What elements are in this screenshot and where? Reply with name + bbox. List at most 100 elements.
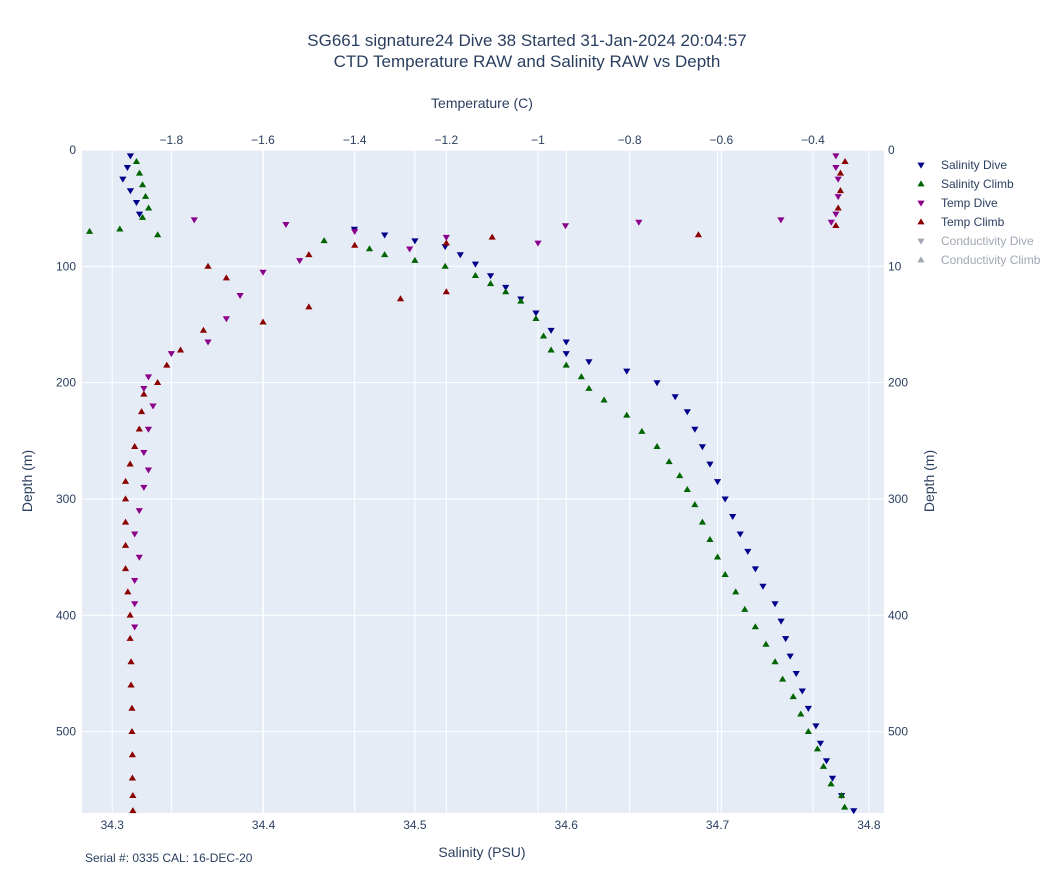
marker-temp-climb [121, 477, 130, 484]
marker-temp-dive [635, 219, 643, 226]
marker-salinity-dive [759, 583, 767, 590]
marker-temp-climb [305, 303, 313, 310]
marker-temp-climb [442, 239, 450, 246]
marker-salinity-climb [471, 272, 480, 279]
marker-salinity-dive [729, 513, 737, 520]
marker-temp-climb [396, 295, 405, 302]
marker-salinity-climb [132, 158, 141, 165]
marker-temp-dive [561, 223, 570, 230]
marker-salinity-climb [381, 251, 389, 258]
marker-temp-climb [135, 425, 143, 432]
marker-temp-climb [222, 274, 230, 281]
legend-label: Temp Dive [941, 196, 998, 210]
marker-temp-climb [442, 288, 450, 295]
marker-salinity-climb [713, 553, 722, 560]
marker-temp-dive [167, 351, 175, 358]
marker-temp-dive [140, 386, 148, 393]
marker-salinity-climb [502, 288, 510, 295]
marker-salinity-climb [539, 332, 548, 339]
marker-salinity-climb [585, 384, 593, 391]
marker-salinity-climb [154, 231, 162, 238]
marker-salinity-climb [116, 225, 124, 232]
marker-salinity-dive [456, 252, 464, 259]
marker-salinity-dive [381, 232, 389, 239]
marker-salinity-climb [804, 727, 812, 734]
marker-salinity-dive [777, 618, 785, 625]
tick-label-temperature: −1.2 [434, 133, 458, 147]
marker-salinity-dive [562, 351, 570, 358]
legend-item-temp-dive[interactable]: Temp Dive [917, 196, 998, 210]
marker-salinity-dive [132, 199, 141, 206]
tick-label-salinity: 34.5 [403, 818, 427, 832]
marker-salinity-dive [822, 758, 831, 765]
tick-label-depth-right: 500 [888, 725, 908, 739]
marker-salinity-climb [691, 501, 699, 508]
tick-label-temperature: −0.8 [618, 133, 642, 147]
marker-temp-dive [140, 450, 148, 457]
marker-salinity-dive [471, 261, 480, 268]
tick-label-depth-left: 100 [56, 259, 76, 273]
marker-temp-climb [259, 318, 267, 325]
marker-temp-climb [841, 158, 849, 165]
marker-temp-climb [128, 751, 137, 758]
legend-marker [917, 200, 925, 207]
marker-temp-dive [131, 531, 139, 538]
legend-marker [917, 256, 925, 263]
marker-temp-climb [131, 443, 139, 450]
legend-label: Temp Climb [941, 215, 1005, 229]
marker-salinity-climb [138, 181, 147, 188]
data-marks [85, 153, 858, 815]
marker-salinity-dive [119, 176, 127, 183]
tick-label-depth-left: 0 [69, 143, 76, 157]
chart-title: SG661 signature24 Dive 38 Started 31-Jan… [307, 31, 746, 50]
legend-item-salinity-dive[interactable]: Salinity Dive [917, 158, 1007, 172]
marker-temp-climb [488, 233, 496, 240]
marker-temp-climb [126, 460, 134, 467]
tick-label-depth-left: 500 [56, 725, 76, 739]
marker-temp-dive [144, 426, 153, 433]
marker-salinity-climb [698, 518, 707, 525]
marker-salinity-climb [135, 169, 144, 176]
marker-temp-dive [140, 484, 148, 491]
marker-temp-dive [131, 624, 139, 631]
legend: Salinity Dive Salinity Climb Temp Dive Temp… [917, 158, 1041, 267]
marker-salinity-climb [547, 346, 555, 353]
marker-temp-climb [199, 326, 208, 333]
marker-salinity-climb [638, 427, 646, 434]
legend-item-temp-climb[interactable]: Temp Climb [917, 215, 1005, 229]
marker-salinity-climb [517, 297, 525, 304]
marker-salinity-dive [782, 636, 790, 643]
marker-temp-climb [834, 204, 842, 211]
tick-label-salinity: 34.6 [555, 818, 579, 832]
marker-salinity-dive [816, 740, 825, 747]
tick-label-depth-right: 200 [888, 376, 908, 390]
marker-temp-climb [836, 187, 845, 194]
marker-salinity-dive [671, 394, 679, 401]
marker-salinity-dive [123, 165, 131, 172]
legend-marker [917, 238, 925, 245]
marker-temp-climb [127, 658, 135, 665]
marker-salinity-dive [751, 566, 759, 573]
axis-ticks: 34.3 34.4 34.5 34.6 34.7 34.8 −1.8 −1.6 −1.4 −1.2… [56, 133, 908, 832]
marker-temp-climb [121, 565, 130, 572]
marker-salinity-dive [706, 461, 714, 468]
marker-salinity-climb [144, 204, 153, 211]
marker-temp-climb [163, 361, 171, 368]
marker-salinity-dive [126, 153, 135, 160]
plot-area[interactable] [82, 150, 884, 813]
chart-subtitle: CTD Temperature RAW and Salinity RAW vs … [334, 52, 721, 71]
legend-item-conductivity-climb[interactable]: Conductivity Climb [917, 253, 1041, 267]
legend-item-conductivity-dive[interactable]: Conductivity Dive [917, 234, 1034, 248]
tick-label-temperature: −0.4 [801, 133, 825, 147]
marker-salinity-climb [827, 780, 835, 787]
marker-temp-dive [204, 339, 212, 346]
marker-salinity-climb [138, 213, 147, 220]
marker-salinity-climb [813, 745, 822, 752]
marker-temp-climb [832, 222, 840, 229]
marker-salinity-dive [486, 273, 495, 280]
legend-item-salinity-climb[interactable]: Salinity Climb [917, 177, 1014, 191]
marker-salinity-climb [741, 605, 749, 612]
marker-temp-dive [827, 219, 835, 226]
marker-salinity-dive [713, 479, 722, 486]
marker-salinity-climb [486, 280, 495, 287]
